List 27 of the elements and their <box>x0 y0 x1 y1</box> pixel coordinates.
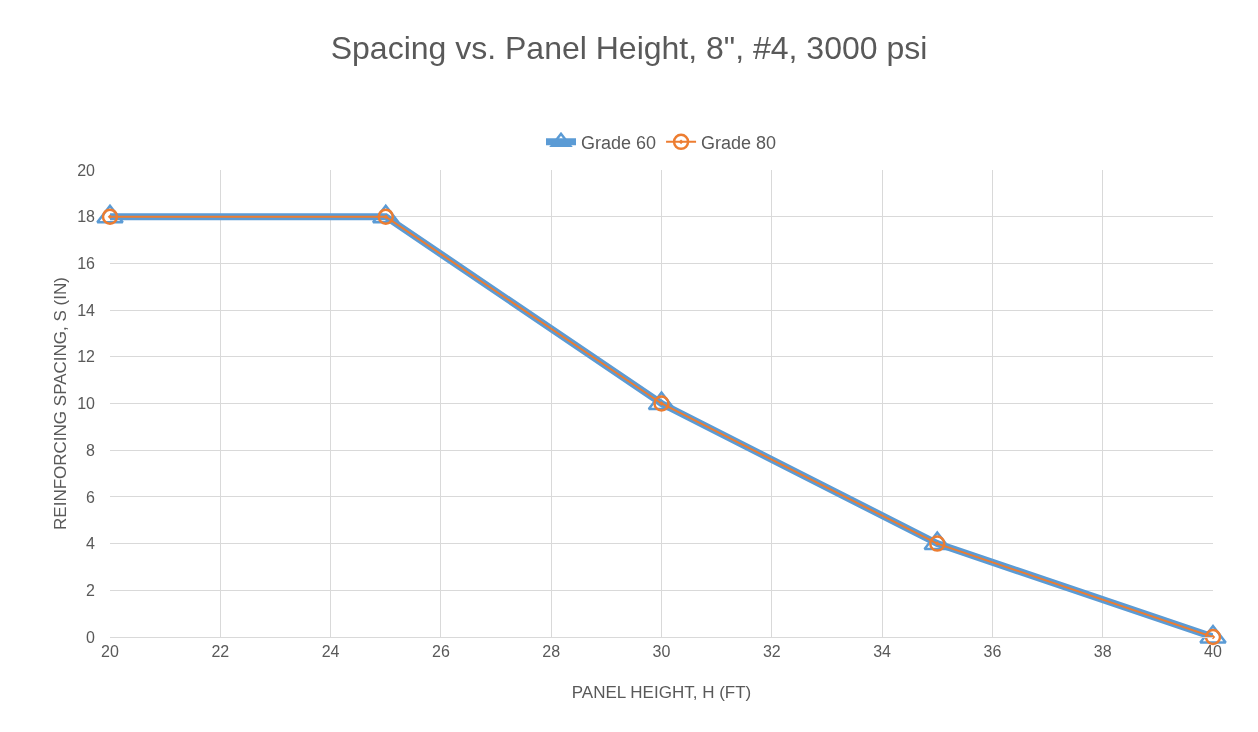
legend-label: Grade 80 <box>701 132 777 153</box>
x-tick-label: 28 <box>542 643 561 661</box>
x-tick-label: 36 <box>983 643 1002 661</box>
x-tick-label: 38 <box>1093 643 1112 661</box>
y-tick-label: 14 <box>77 301 96 319</box>
y-tick-label: 18 <box>77 208 96 226</box>
y-tick-label: 16 <box>77 255 96 272</box>
y-tick-label: 20 <box>77 161 96 179</box>
chart-title: Spacing vs. Panel Height, 8", #4, 3000 psi <box>330 30 928 66</box>
y-tick-label: 4 <box>86 535 96 553</box>
y-tick-label: 0 <box>86 628 96 646</box>
y-tick-label: 2 <box>86 581 96 599</box>
x-tick-label: 34 <box>873 643 892 661</box>
legend-label: Grade 60 <box>581 132 657 153</box>
y-tick-label: 10 <box>77 395 96 413</box>
x-tick-label: 40 <box>1204 643 1222 661</box>
x-tick-label: 30 <box>652 643 671 661</box>
x-tick-label: 32 <box>762 643 781 661</box>
x-axis-title: PANEL HEIGHT, H (FT) <box>571 683 752 702</box>
y-tick-label: 6 <box>86 488 96 506</box>
y-axis-title: REINFORCING SPACING, S (IN) <box>51 277 70 530</box>
x-tick-label: 20 <box>101 643 119 661</box>
x-tick-label: 22 <box>211 643 230 661</box>
x-tick-label: 24 <box>321 643 340 661</box>
x-tick-label: 26 <box>432 643 450 661</box>
y-tick-label: 8 <box>86 441 96 459</box>
y-tick-label: 12 <box>77 348 96 366</box>
